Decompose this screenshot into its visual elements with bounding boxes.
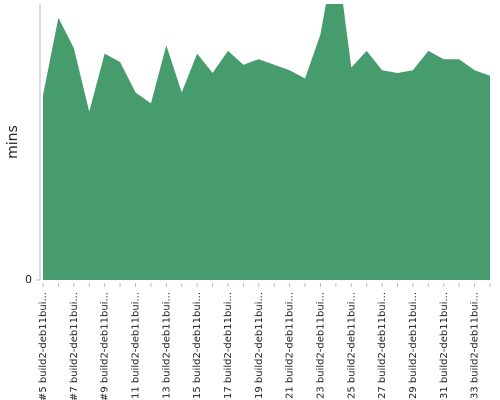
x-tick-label: #19 build2-deb11bui... [254, 292, 265, 400]
x-tick-label: #29 build2-deb11bui... [408, 292, 419, 400]
x-tick-label: #31 build2-deb11bui... [439, 292, 450, 400]
x-tick-label: #9 build2-deb11bui... [100, 292, 111, 400]
x-tick-label: #25 build2-deb11bui... [346, 292, 357, 400]
area [43, 4, 490, 280]
x-tick-label: #21 build2-deb11bui... [285, 292, 296, 400]
x-tick-label: #7 build2-deb11bui... [69, 292, 80, 400]
x-tick-label: #23 build2-deb11bui... [315, 292, 326, 400]
x-tick-label: #33 build2-deb11bui... [470, 292, 481, 400]
x-tick-label: #11 build2-deb11bui... [130, 292, 141, 400]
x-tick-label: #17 build2-deb11bui... [223, 292, 234, 400]
y-tick-label: 0 [25, 273, 32, 286]
x-tick-label: #13 build2-deb11bui... [161, 292, 172, 400]
x-tick-label: #15 build2-deb11bui... [192, 292, 203, 400]
x-tick-label: #5 build2-deb11bui... [38, 292, 49, 400]
x-tick-label: #27 build2-deb11bui... [377, 292, 388, 400]
y-axis-label: mins [5, 125, 21, 159]
